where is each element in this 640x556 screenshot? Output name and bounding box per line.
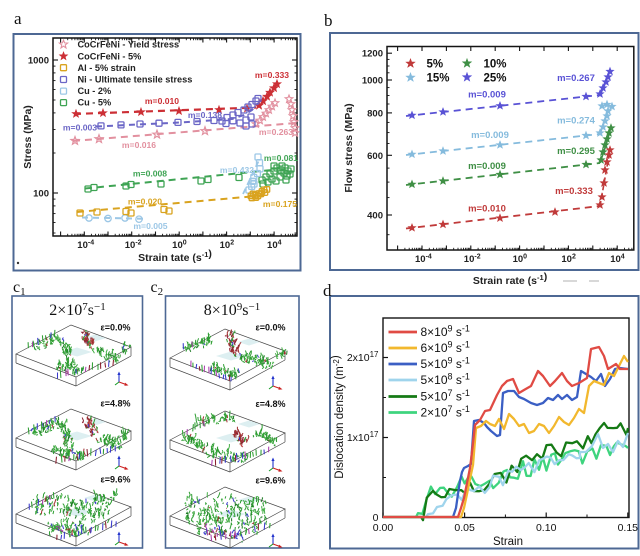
svg-text:m=0.432: m=0.432 <box>220 165 254 175</box>
svg-text:CoCrFeNi - 5%: CoCrFeNi - 5% <box>78 51 142 61</box>
svg-text:Strain rate (s-1): Strain rate (s-1) <box>473 271 547 287</box>
svg-text:m=0.010: m=0.010 <box>468 204 506 215</box>
svg-text:CoCrFeNi - Yield stress: CoCrFeNi - Yield stress <box>78 40 180 50</box>
svg-text:m=0.016: m=0.016 <box>122 140 156 150</box>
svg-text:m=0.009: m=0.009 <box>468 90 506 101</box>
svg-text:c1: c1 <box>13 279 26 298</box>
svg-text:0.05: 0.05 <box>454 522 475 534</box>
svg-text:m=0.333: m=0.333 <box>555 186 593 197</box>
svg-text:d: d <box>323 281 332 300</box>
svg-text:m=0.008: m=0.008 <box>133 169 167 179</box>
svg-text:100: 100 <box>513 253 528 265</box>
svg-text:100: 100 <box>172 239 187 251</box>
svg-text:5×109 s-1: 5×109 s-1 <box>421 356 470 372</box>
svg-text:2×107 s-1: 2×107 s-1 <box>421 404 470 420</box>
svg-text:ε=0.0%: ε=0.0% <box>100 323 130 333</box>
svg-text:10-4: 10-4 <box>77 239 94 251</box>
svg-text:m=0.333: m=0.333 <box>255 70 289 80</box>
svg-text:2x1017: 2x1017 <box>347 350 379 364</box>
svg-text:1000: 1000 <box>28 56 49 67</box>
svg-text:5×108 s-1: 5×108 s-1 <box>421 372 470 388</box>
svg-text:15%: 15% <box>427 73 450 85</box>
svg-text:Flow stress (MPa): Flow stress (MPa) <box>343 103 355 192</box>
svg-text:m=0.005: m=0.005 <box>133 221 167 231</box>
svg-text:m=0.138: m=0.138 <box>188 110 222 120</box>
svg-text:b: b <box>324 11 333 30</box>
svg-text:m=0.010: m=0.010 <box>145 96 179 106</box>
svg-text:10%: 10% <box>484 59 507 71</box>
svg-text:5%: 5% <box>427 59 444 71</box>
svg-text:1200: 1200 <box>362 49 383 60</box>
svg-text:m=0.020: m=0.020 <box>128 197 162 207</box>
svg-text:10-2: 10-2 <box>125 239 142 251</box>
svg-text:8×109 s-1: 8×109 s-1 <box>421 324 470 340</box>
svg-text:m=0.003: m=0.003 <box>63 123 97 133</box>
svg-text:400: 400 <box>367 211 383 222</box>
svg-text:ε=9.6%: ε=9.6% <box>255 476 285 486</box>
svg-text:m=0.267: m=0.267 <box>557 73 595 84</box>
svg-text:0.10: 0.10 <box>536 522 557 534</box>
svg-text:10-2: 10-2 <box>464 253 481 265</box>
svg-text:5×107 s-1: 5×107 s-1 <box>421 388 470 404</box>
svg-text:Cu - 2%: Cu - 2% <box>78 86 112 96</box>
svg-text:m=0.274: m=0.274 <box>557 116 595 127</box>
svg-text:Strain: Strain <box>493 536 523 548</box>
svg-text:0: 0 <box>373 512 379 524</box>
svg-text:6×109 s-1: 6×109 s-1 <box>421 340 470 356</box>
svg-text:m=0.081: m=0.081 <box>264 153 298 163</box>
svg-text:102: 102 <box>220 239 235 251</box>
svg-text:Stress (MPa): Stress (MPa) <box>22 105 34 169</box>
svg-text:104: 104 <box>610 253 625 265</box>
svg-text:ε=9.6%: ε=9.6% <box>100 475 130 485</box>
svg-text:1000: 1000 <box>362 76 383 87</box>
svg-text:102: 102 <box>561 253 576 265</box>
svg-text:0.15: 0.15 <box>618 522 639 534</box>
svg-text:m=0.295: m=0.295 <box>557 146 595 157</box>
svg-text:Cu - 5%: Cu - 5% <box>78 98 112 108</box>
svg-text:m=0.009: m=0.009 <box>471 130 509 141</box>
svg-text:8×109s−1: 8×109s−1 <box>204 301 260 319</box>
svg-text:ε=0.0%: ε=0.0% <box>255 323 285 333</box>
svg-text:600: 600 <box>367 151 383 162</box>
svg-text:ε=4.8%: ε=4.8% <box>100 399 130 409</box>
svg-text:c2: c2 <box>151 279 164 298</box>
svg-text:a: a <box>14 9 22 28</box>
svg-text:Dislocation density (m-2): Dislocation density (m-2) <box>330 355 346 479</box>
svg-text:Ni - Ultimate tensile stress: Ni - Ultimate tensile stress <box>78 75 193 85</box>
svg-text:m=0.263: m=0.263 <box>259 127 293 137</box>
svg-text:ε=4.8%: ε=4.8% <box>255 399 285 409</box>
svg-text:104: 104 <box>267 239 282 251</box>
svg-text:2×107s−1: 2×107s−1 <box>49 301 105 319</box>
svg-text:m=0.175: m=0.175 <box>263 199 297 209</box>
svg-text:Al - 5% strain: Al - 5% strain <box>78 63 137 73</box>
svg-text:25%: 25% <box>484 73 507 85</box>
svg-text:10-4: 10-4 <box>415 253 432 265</box>
svg-text:1x1017: 1x1017 <box>347 430 379 444</box>
svg-text:800: 800 <box>367 108 383 119</box>
svg-text:100: 100 <box>33 189 49 200</box>
svg-text:m=0.009: m=0.009 <box>468 161 506 172</box>
